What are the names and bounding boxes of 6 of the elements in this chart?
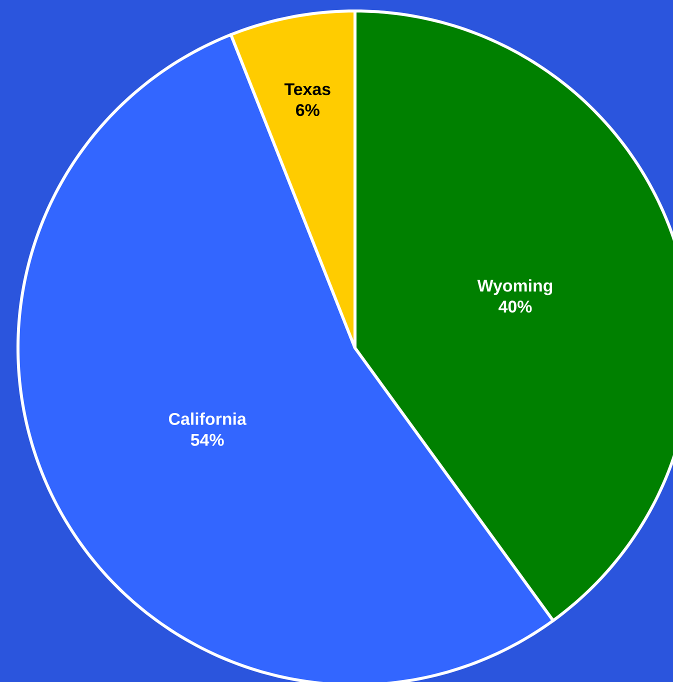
data-label: 6% xyxy=(296,104,320,116)
data-label: 54% xyxy=(190,434,224,446)
slice-label: Wyoming xyxy=(477,279,552,296)
slice-label: California xyxy=(168,412,247,425)
slice-label: Texas xyxy=(284,83,330,96)
data-label: 40% xyxy=(498,300,532,313)
